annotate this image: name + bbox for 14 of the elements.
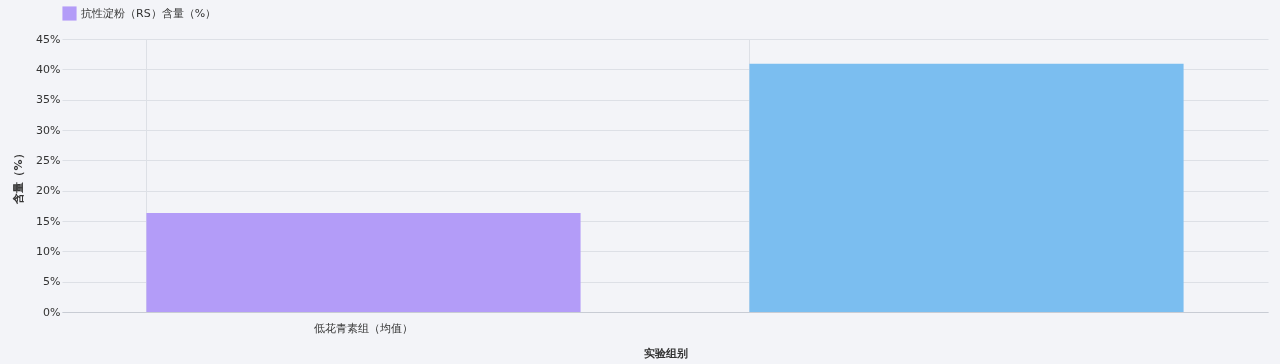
y-tick-label: 35% <box>36 93 61 107</box>
y-tick-label: 10% <box>36 244 61 258</box>
legend-label: 抗性淀粉（RS）含量（%） <box>81 6 217 20</box>
x-tick-label: 低花青素组（均值） <box>314 321 413 335</box>
y-tick-label: 45% <box>36 32 61 46</box>
y-tick-label: 5% <box>43 275 61 289</box>
x-axis-title: 实验组别 <box>643 346 688 360</box>
y-axis-title: 含量（%） <box>12 148 26 205</box>
y-tick-label: 30% <box>36 123 61 137</box>
y-tick-label: 40% <box>36 62 61 76</box>
y-tick-label: 15% <box>36 214 61 228</box>
y-tick-label: 25% <box>36 153 61 167</box>
y-tick-label: 20% <box>36 184 61 198</box>
y-tick-label: 0% <box>43 305 61 319</box>
